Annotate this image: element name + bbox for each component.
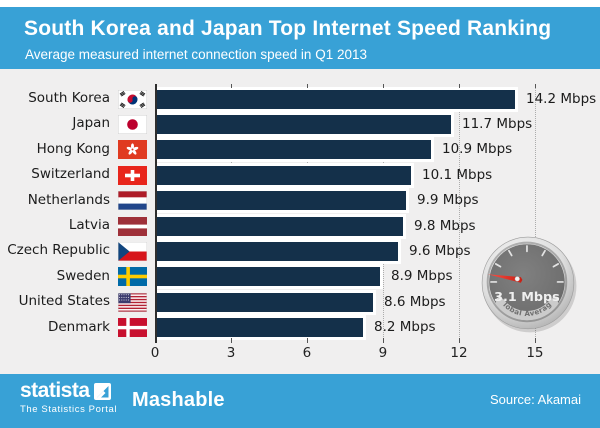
global-average-gauge-icon: Global Average 3.1 Mbps (478, 234, 577, 333)
axis-tick (382, 338, 384, 343)
axis-tick (458, 338, 460, 343)
country-label: Switzerland (31, 166, 110, 183)
value-label: 9.8 Mbps (414, 217, 476, 234)
bar-fill (155, 267, 380, 287)
y-axis-line (155, 84, 157, 343)
footer-banner: statista The Statistics Portal Mashable … (0, 374, 600, 428)
country-label: Netherlands (27, 191, 110, 208)
country-flag-icon (118, 216, 147, 236)
source-label: Source: Akamai (489, 392, 581, 407)
country-label: Denmark (47, 318, 110, 335)
gridline (534, 84, 536, 343)
value-label: 10.9 Mbps (442, 141, 513, 158)
axis-tick (306, 338, 308, 343)
value-label: 8.6 Mbps (384, 293, 446, 310)
gridline (458, 84, 460, 343)
country-flag-icon (118, 191, 147, 211)
x-axis-tick-label: 15 (526, 345, 544, 361)
bar (155, 162, 414, 188)
value-label: 14.2 Mbps (526, 90, 597, 107)
gauge-face (489, 244, 565, 320)
axis-tick (230, 84, 232, 88)
axis-tick (534, 338, 536, 343)
bar-fill (155, 89, 515, 109)
axis-tick (382, 84, 384, 88)
x-axis-tick-label: 12 (450, 345, 468, 361)
gauge-caption-band (495, 298, 559, 321)
country-label: Czech Republic (7, 242, 110, 259)
bar-fill (155, 216, 403, 236)
bar (155, 238, 401, 264)
value-label: 11.7 Mbps (462, 115, 533, 132)
chart-area: 0 3 6 9 12 15 South Korea 14.2 Mbps Japan 11.… (0, 69, 600, 374)
mashable-logo: Mashable (132, 389, 225, 411)
value-label: 10.1 Mbps (422, 166, 493, 183)
country-label: Latvia (68, 217, 110, 233)
bar-fill (155, 140, 431, 160)
bar (155, 111, 454, 137)
value-label: 9.9 Mbps (417, 192, 479, 209)
statista-wordmark: statista (20, 379, 90, 402)
bar (155, 86, 518, 112)
page-subtitle: Average measured internet connection spe… (25, 47, 367, 62)
statista-mark-icon (93, 383, 111, 400)
bar (155, 188, 409, 214)
country-flag-icon (118, 318, 147, 338)
value-label: 8.2 Mbps (374, 319, 436, 336)
axis-tick (306, 84, 308, 88)
value-label: 8.9 Mbps (391, 268, 453, 285)
country-flag-icon (118, 292, 147, 312)
statista-tagline: The Statistics Portal (20, 404, 118, 415)
country-label: Japan (72, 115, 110, 132)
header-banner: South Korea and Japan Top Internet Speed… (0, 7, 600, 69)
bar-fill (155, 114, 451, 134)
x-axis-tick-label: 9 (378, 345, 388, 361)
x-axis-tick-label: 6 (302, 345, 312, 361)
x-axis-tick-label: 3 (226, 345, 236, 361)
country-label: United States (18, 293, 110, 310)
bar-fill (155, 318, 363, 338)
page-title: South Korea and Japan Top Internet Speed… (24, 17, 552, 40)
country-label: Hong Kong (36, 140, 110, 157)
bar (155, 315, 366, 341)
bar (155, 289, 376, 315)
country-flag-icon (118, 165, 147, 185)
bar-fill (155, 191, 406, 211)
statista-logo: statista The Statistics Portal (20, 379, 118, 415)
bar-fill (155, 292, 373, 312)
gauge-needle-icon (487, 274, 523, 283)
x-axis-tick-label: 0 (150, 345, 160, 361)
country-label: Sweden (56, 267, 110, 284)
country-flag-icon (118, 267, 147, 287)
bar (155, 137, 434, 163)
axis-tick (534, 84, 536, 88)
axis-tick (230, 338, 232, 343)
bar (155, 264, 383, 290)
country-label: South Korea (28, 90, 110, 106)
axis-tick (458, 84, 460, 88)
country-flag-icon (118, 241, 147, 261)
bar (155, 213, 406, 239)
bar-fill (155, 241, 398, 261)
country-flag-icon (118, 89, 147, 109)
bar-fill (155, 165, 411, 185)
country-flag-icon (118, 114, 147, 134)
gauge-value-label: 3.1 Mbps (494, 290, 560, 305)
gauge-needle-pivot (514, 276, 520, 282)
country-flag-icon (118, 140, 147, 160)
value-label: 9.6 Mbps (409, 242, 471, 259)
